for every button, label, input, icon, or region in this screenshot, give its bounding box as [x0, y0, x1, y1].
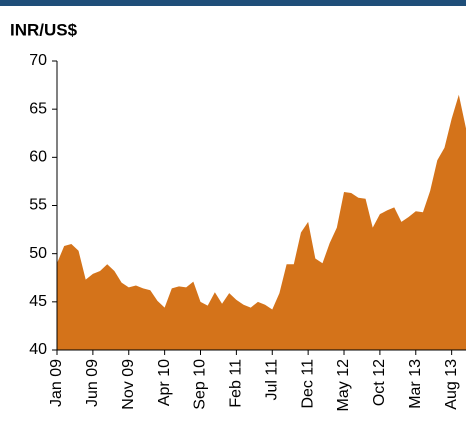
chart-title: INR/US$ — [10, 20, 78, 39]
header-bar — [0, 0, 466, 6]
y-tick-label: 70 — [29, 52, 47, 69]
y-tick-label: 45 — [29, 293, 47, 310]
x-tick-label: Oct 12 — [371, 359, 388, 406]
y-tick-label: 40 — [29, 341, 47, 358]
x-tick-label: Apr 10 — [156, 359, 173, 406]
x-tick-label: Dec 11 — [299, 359, 316, 409]
y-tick-label: 50 — [29, 245, 47, 262]
y-tick-label: 65 — [29, 100, 47, 117]
x-tick-label: Aug 13 — [443, 359, 460, 410]
x-tick-label: Sep 10 — [192, 359, 209, 410]
x-tick-label: Jun 09 — [84, 359, 101, 407]
x-tick-label: Jul 11 — [263, 359, 280, 401]
x-tick-label: Jan 09 — [48, 359, 65, 407]
x-tick-label: Feb 11 — [228, 359, 245, 408]
area — [57, 94, 466, 350]
x-tick-label: Nov 09 — [120, 359, 137, 410]
x-tick-label: May 12 — [335, 359, 352, 412]
y-tick-label: 55 — [29, 197, 47, 214]
y-tick-label: 60 — [29, 149, 47, 166]
x-tick-label: Mar 13 — [407, 359, 424, 409]
